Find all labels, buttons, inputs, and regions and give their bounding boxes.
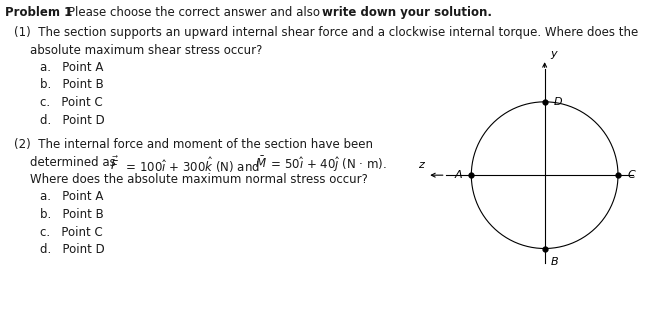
Text: Problem 1: Problem 1 <box>5 6 72 19</box>
Text: b.   Point B: b. Point B <box>40 208 104 221</box>
Text: Where does the absolute maximum normal stress occur?: Where does the absolute maximum normal s… <box>30 173 368 186</box>
Text: absolute maximum shear stress occur?: absolute maximum shear stress occur? <box>30 43 263 56</box>
Text: write down your solution.: write down your solution. <box>322 6 492 19</box>
Text: determined as: determined as <box>30 155 120 169</box>
Text: Please choose the correct answer and also: Please choose the correct answer and als… <box>68 6 324 19</box>
Text: c.   Point C: c. Point C <box>40 225 103 238</box>
Text: B: B <box>551 257 558 267</box>
Text: c.   Point C: c. Point C <box>40 96 103 109</box>
Text: A: A <box>454 170 462 180</box>
Text: (2)  The internal force and moment of the section have been: (2) The internal force and moment of the… <box>14 138 373 151</box>
Text: b.   Point B: b. Point B <box>40 78 104 92</box>
Text: $\bar{M}$: $\bar{M}$ <box>255 155 267 171</box>
Text: y: y <box>550 49 557 59</box>
Text: $\vec{F}$: $\vec{F}$ <box>110 155 119 173</box>
Text: z: z <box>418 160 424 170</box>
Text: = 50$\hat{\imath}$ + 40$\hat{\jmath}$ (N · m).: = 50$\hat{\imath}$ + 40$\hat{\jmath}$ (N… <box>267 155 387 175</box>
Text: d.   Point D: d. Point D <box>40 114 105 126</box>
Text: C: C <box>627 170 635 180</box>
Text: a.   Point A: a. Point A <box>40 61 103 74</box>
Text: a.   Point A: a. Point A <box>40 191 103 204</box>
Text: = 100$\hat{\imath}$ + 300$\hat{k}$ (N) and: = 100$\hat{\imath}$ + 300$\hat{k}$ (N) a… <box>122 155 261 176</box>
Text: d.   Point D: d. Point D <box>40 243 105 256</box>
Text: D: D <box>553 97 562 107</box>
Text: (1)  The section supports an upward internal shear force and a clockwise interna: (1) The section supports an upward inter… <box>14 26 638 39</box>
